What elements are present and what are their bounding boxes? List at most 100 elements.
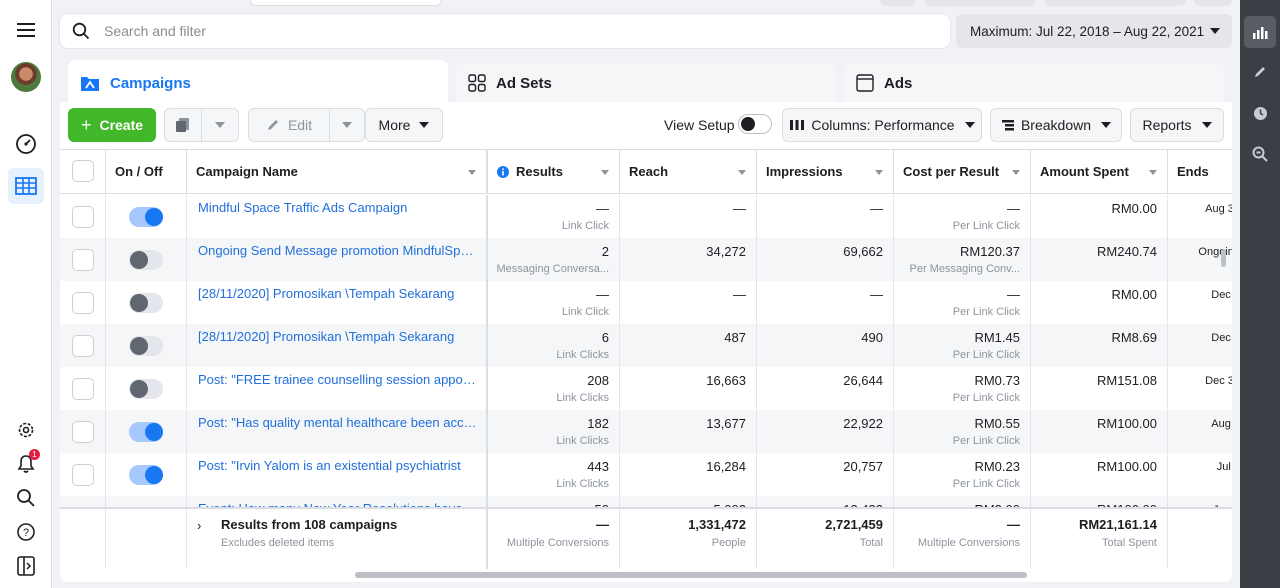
cell-value: 26,644	[843, 373, 883, 388]
campaigns-table: On / Off Campaign Name Results Reach Imp…	[60, 149, 1232, 582]
view-setup-label: View Setup	[664, 117, 735, 133]
cell-subtext: Link Clicks	[556, 349, 609, 361]
table-row[interactable]: Ongoing Send Message promotion MindfulSp…	[60, 238, 1232, 281]
row-select-cell	[60, 281, 106, 324]
tab-ads[interactable]: Ads	[844, 63, 1224, 103]
ads-manager-table-icon[interactable]	[8, 168, 44, 204]
help-icon[interactable]: ?	[8, 514, 44, 550]
header-results[interactable]: Results	[488, 150, 620, 194]
campaign-name-cell: Post: "FREE trainee counselling session …	[187, 367, 488, 410]
table-row[interactable]: [28/11/2020] Promosikan \Tempah Sekarang…	[60, 324, 1232, 367]
top-button-3[interactable]	[1044, 0, 1186, 6]
search-icon[interactable]	[8, 480, 44, 516]
header-impressions[interactable]: Impressions	[757, 150, 894, 194]
expand-chevron-icon[interactable]: ›	[197, 518, 202, 533]
select-all-checkbox[interactable]	[72, 160, 94, 182]
top-button-1[interactable]	[880, 0, 916, 6]
row-toggle-cell	[106, 281, 187, 324]
campaign-name-link[interactable]: Post: "Has quality mental healthcare bee…	[198, 415, 477, 430]
duplicate-icon	[176, 118, 189, 132]
campaign-name-link[interactable]: [28/11/2020] Promosikan \Tempah Sekarang	[198, 286, 455, 301]
campaign-on-off-toggle[interactable]	[129, 207, 163, 227]
cell-results: 2 Messaging Conversa...	[488, 238, 620, 281]
header-amount-spent[interactable]: Amount Spent	[1031, 150, 1168, 194]
table-row[interactable]: Post: "Irvin Yalom is an existential psy…	[60, 453, 1232, 496]
menu-icon[interactable]	[8, 12, 44, 48]
campaign-name-link[interactable]: [28/11/2020] Promosikan \Tempah Sekarang	[198, 329, 455, 344]
table-row[interactable]: Mindful Space Traffic Ads Campaign — Link …	[60, 195, 1232, 238]
campaign-name-link[interactable]: Ongoing Send Message promotion MindfulSp…	[198, 243, 477, 258]
row-checkbox[interactable]	[72, 292, 94, 314]
create-button[interactable]: + Create	[68, 108, 156, 142]
vertical-scrollbar[interactable]	[1221, 249, 1226, 267]
campaign-on-off-toggle[interactable]	[129, 465, 163, 485]
breakdown-button[interactable]: Breakdown	[990, 108, 1122, 142]
tab-ad-sets[interactable]: Ad Sets	[456, 63, 836, 103]
settings-gear-icon[interactable]	[8, 412, 44, 448]
row-checkbox[interactable]	[72, 464, 94, 486]
dashboard-gauge-icon[interactable]	[8, 126, 44, 162]
duplicate-dropdown-button[interactable]	[201, 108, 239, 142]
cell-results: 182 Link Clicks	[488, 410, 620, 453]
more-button[interactable]: More	[365, 108, 443, 142]
cell-reach: —	[620, 195, 757, 238]
tab-campaigns[interactable]: Campaigns	[68, 60, 448, 106]
table-row[interactable]: Post: "Has quality mental healthcare bee…	[60, 410, 1232, 453]
header-cost-per-result[interactable]: Cost per Result	[894, 150, 1031, 194]
chart-icon[interactable]	[1244, 16, 1276, 48]
campaign-name-link[interactable]: Post: "FREE trainee counselling session …	[198, 372, 477, 387]
cell-cpr: RM120.37 Per Messaging Conv...	[894, 238, 1031, 281]
row-checkbox[interactable]	[72, 249, 94, 271]
row-toggle-cell	[106, 195, 187, 238]
cell-value: —	[870, 287, 883, 302]
table-row[interactable]: Post: "FREE trainee counselling session …	[60, 367, 1232, 410]
cell-value: —	[596, 287, 609, 302]
cell-value: Dec 2	[1211, 332, 1232, 344]
campaign-name-link[interactable]: Post: "Irvin Yalom is an existential psy…	[198, 458, 461, 473]
campaign-name-link[interactable]: Mindful Space Traffic Ads Campaign	[198, 200, 408, 215]
profile-avatar[interactable]	[8, 59, 44, 95]
row-checkbox[interactable]	[72, 378, 94, 400]
cell-subtext: Per Messaging Conv...	[909, 263, 1020, 275]
sort-icon	[738, 170, 746, 175]
avatar	[11, 62, 41, 92]
row-select-cell	[60, 324, 106, 367]
top-button-2[interactable]	[924, 0, 1036, 6]
view-setup-toggle[interactable]	[738, 114, 772, 134]
collapse-panel-icon[interactable]	[8, 548, 44, 584]
campaign-on-off-toggle[interactable]	[129, 422, 163, 442]
campaign-on-off-toggle[interactable]	[129, 379, 163, 399]
campaign-on-off-toggle[interactable]	[129, 293, 163, 313]
header-ends[interactable]: Ends	[1168, 150, 1232, 194]
cell-impressions: 26,644	[757, 367, 894, 410]
edit-button[interactable]: Edit	[248, 108, 330, 142]
row-checkbox[interactable]	[72, 335, 94, 357]
top-button-4[interactable]	[1194, 0, 1232, 6]
table-row[interactable]: [28/11/2020] Promosikan \Tempah Sekarang…	[60, 281, 1232, 324]
totals-row: › Results from 108 campaigns Excludes de…	[60, 507, 1232, 569]
cell-spent: RM0.00	[1031, 195, 1168, 238]
reports-button[interactable]: Reports	[1130, 108, 1224, 142]
header-on-off: On / Off	[106, 150, 187, 194]
cell-subtext: Link Clicks	[556, 478, 609, 490]
search-input[interactable]	[104, 23, 884, 39]
columns-button[interactable]: Columns: Performance	[782, 108, 982, 142]
header-campaign-name[interactable]: Campaign Name	[187, 150, 488, 194]
notifications-bell-icon[interactable]: 1	[8, 446, 44, 482]
campaign-on-off-toggle[interactable]	[129, 336, 163, 356]
row-checkbox[interactable]	[72, 421, 94, 443]
inspect-magnifier-icon[interactable]	[1244, 138, 1276, 170]
history-clock-icon[interactable]	[1244, 97, 1276, 129]
pencil-edit-icon[interactable]	[1244, 56, 1276, 88]
horizontal-scrollbar[interactable]	[355, 572, 1027, 578]
date-range-picker[interactable]: Maximum: Jul 22, 2018 – Aug 22, 2021	[956, 14, 1232, 48]
top-account-selector[interactable]	[250, 0, 442, 6]
cell-value: Jul 9	[1216, 461, 1232, 473]
edit-dropdown-button[interactable]	[329, 108, 365, 142]
campaign-on-off-toggle[interactable]	[129, 250, 163, 270]
duplicate-button[interactable]	[164, 108, 202, 142]
cell-value: 13,677	[706, 416, 746, 431]
row-checkbox[interactable]	[72, 206, 94, 228]
cell-value: 443	[587, 459, 609, 474]
header-reach[interactable]: Reach	[620, 150, 757, 194]
